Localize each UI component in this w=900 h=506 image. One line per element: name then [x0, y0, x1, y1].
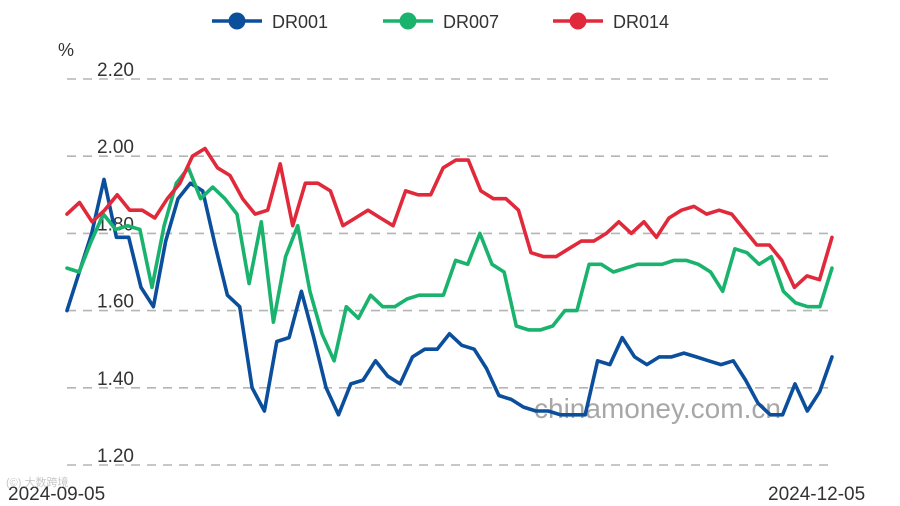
legend-item-dr014[interactable]: DR014 [553, 12, 669, 32]
y-tick-label: 2.00 [97, 137, 134, 158]
series-layer [65, 146, 834, 417]
series-line-dr001 [65, 177, 834, 417]
y-tick-label: 1.60 [97, 292, 134, 313]
legend-marker [228, 12, 246, 30]
corner-watermark: (©) 大数跨境 [6, 475, 69, 489]
legend-item-dr001[interactable]: DR001 [212, 12, 328, 32]
legend-item-dr007[interactable]: DR007 [383, 12, 499, 32]
y-axis-ticks: 1.201.401.601.802.002.20 [97, 60, 134, 467]
legend: DR001 DR007 DR014 [212, 12, 669, 32]
legend-label: DR001 [272, 12, 328, 32]
x-axis-start-label: 2024-09-05 [8, 484, 105, 505]
y-tick-label: 1.40 [97, 369, 134, 390]
legend-marker [569, 12, 587, 30]
series-line-dr007 [65, 166, 834, 363]
legend-label: DR014 [613, 12, 669, 32]
series-line-dr014 [65, 146, 834, 290]
y-tick-label: 2.20 [97, 60, 134, 81]
legend-label: DR007 [443, 12, 499, 32]
y-tick-label: 1.20 [97, 446, 134, 467]
x-axis-end-label: 2024-12-05 [768, 484, 865, 505]
y-axis-unit-label: % [58, 40, 74, 60]
watermark-text: chinamoney.com.cn [534, 393, 781, 424]
legend-marker [399, 12, 417, 30]
